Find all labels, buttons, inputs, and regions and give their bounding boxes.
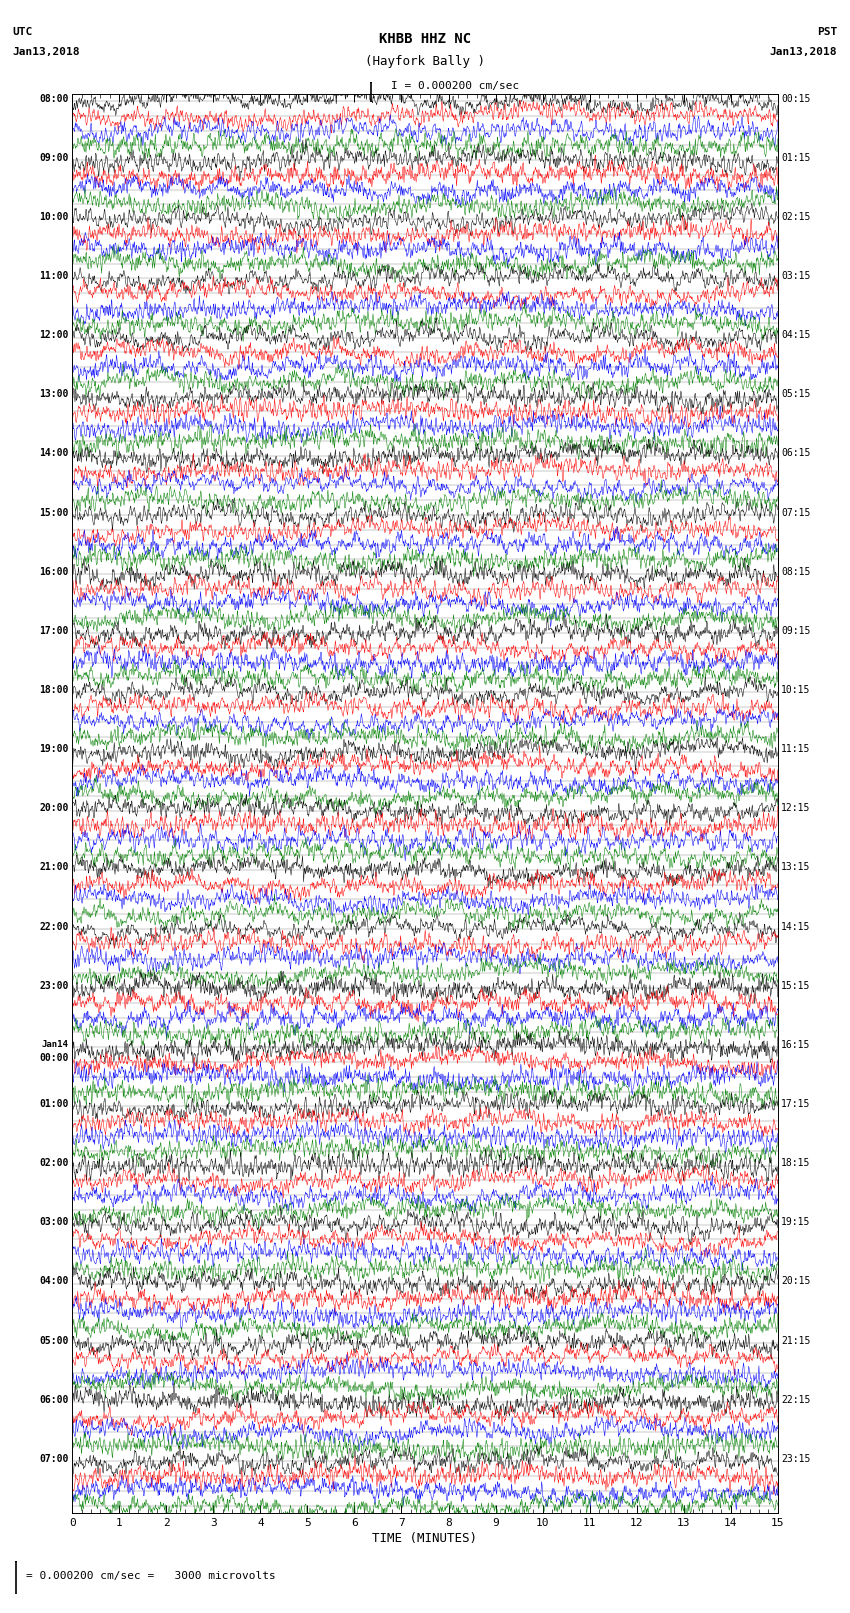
Text: 04:00: 04:00 — [39, 1276, 69, 1287]
Text: Jan14: Jan14 — [42, 1040, 69, 1048]
Text: 09:00: 09:00 — [39, 153, 69, 163]
Text: 15:00: 15:00 — [39, 508, 69, 518]
Text: 02:15: 02:15 — [781, 211, 811, 223]
Text: 03:00: 03:00 — [39, 1218, 69, 1227]
Text: 21:00: 21:00 — [39, 863, 69, 873]
Text: 16:15: 16:15 — [781, 1040, 811, 1050]
Text: 09:15: 09:15 — [781, 626, 811, 636]
Text: 17:15: 17:15 — [781, 1098, 811, 1110]
Text: 05:00: 05:00 — [39, 1336, 69, 1345]
Text: 08:15: 08:15 — [781, 566, 811, 577]
Text: 15:15: 15:15 — [781, 981, 811, 990]
Text: 13:15: 13:15 — [781, 863, 811, 873]
Text: 10:00: 10:00 — [39, 211, 69, 223]
Text: 11:00: 11:00 — [39, 271, 69, 281]
Text: 20:15: 20:15 — [781, 1276, 811, 1287]
Text: 23:15: 23:15 — [781, 1453, 811, 1465]
Text: 04:15: 04:15 — [781, 331, 811, 340]
Text: 16:00: 16:00 — [39, 566, 69, 577]
Text: 05:15: 05:15 — [781, 389, 811, 400]
Text: 12:15: 12:15 — [781, 803, 811, 813]
Text: 03:15: 03:15 — [781, 271, 811, 281]
Text: = 0.000200 cm/sec =   3000 microvolts: = 0.000200 cm/sec = 3000 microvolts — [26, 1571, 275, 1581]
Text: 21:15: 21:15 — [781, 1336, 811, 1345]
Text: PST: PST — [817, 27, 837, 37]
Text: I = 0.000200 cm/sec: I = 0.000200 cm/sec — [391, 81, 519, 90]
Text: 18:00: 18:00 — [39, 686, 69, 695]
Text: 12:00: 12:00 — [39, 331, 69, 340]
Text: 22:00: 22:00 — [39, 921, 69, 932]
Text: Jan13,2018: Jan13,2018 — [770, 47, 837, 56]
Text: 06:15: 06:15 — [781, 448, 811, 458]
Text: 19:15: 19:15 — [781, 1218, 811, 1227]
Text: Jan13,2018: Jan13,2018 — [13, 47, 80, 56]
Text: 06:00: 06:00 — [39, 1395, 69, 1405]
Text: 07:15: 07:15 — [781, 508, 811, 518]
Text: 11:15: 11:15 — [781, 744, 811, 755]
Text: (Hayfork Bally ): (Hayfork Bally ) — [365, 55, 485, 68]
Text: 19:00: 19:00 — [39, 744, 69, 755]
Text: KHBB HHZ NC: KHBB HHZ NC — [379, 32, 471, 47]
Text: 18:15: 18:15 — [781, 1158, 811, 1168]
Text: 13:00: 13:00 — [39, 389, 69, 400]
Text: UTC: UTC — [13, 27, 33, 37]
Text: 23:00: 23:00 — [39, 981, 69, 990]
X-axis label: TIME (MINUTES): TIME (MINUTES) — [372, 1532, 478, 1545]
Text: 00:00: 00:00 — [39, 1053, 69, 1063]
Text: 02:00: 02:00 — [39, 1158, 69, 1168]
Text: 20:00: 20:00 — [39, 803, 69, 813]
Text: 01:00: 01:00 — [39, 1098, 69, 1110]
Text: 00:15: 00:15 — [781, 94, 811, 103]
Text: 01:15: 01:15 — [781, 153, 811, 163]
Text: 17:00: 17:00 — [39, 626, 69, 636]
Text: 22:15: 22:15 — [781, 1395, 811, 1405]
Text: 07:00: 07:00 — [39, 1453, 69, 1465]
Text: 08:00: 08:00 — [39, 94, 69, 103]
Text: 10:15: 10:15 — [781, 686, 811, 695]
Text: 14:00: 14:00 — [39, 448, 69, 458]
Text: 14:15: 14:15 — [781, 921, 811, 932]
